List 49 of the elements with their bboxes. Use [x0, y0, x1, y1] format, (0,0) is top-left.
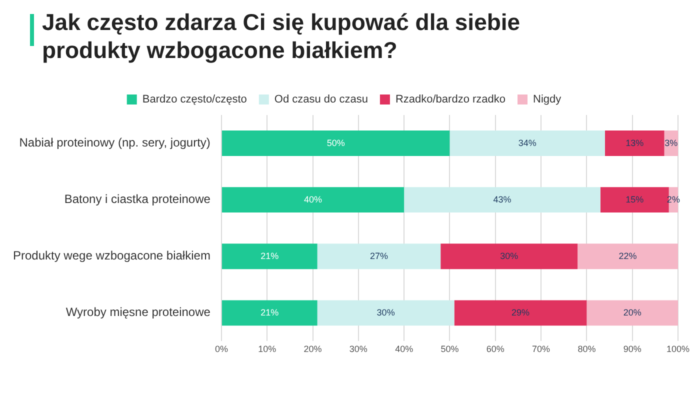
data-label: 50% [326, 138, 345, 148]
y-tick-label: Wyroby mięsne proteinowe [66, 305, 211, 320]
x-tick-label: 30% [349, 344, 368, 354]
data-label: 21% [260, 307, 279, 318]
data-label: 34% [518, 138, 536, 148]
x-tick-label: 90% [623, 344, 642, 354]
data-label: 30% [500, 250, 518, 261]
chart-title: Jak często zdarza Ci się kupować dla siebie produkty wzbogacone białkiem? [42, 8, 522, 64]
data-label: 27% [370, 250, 388, 261]
bar [600, 187, 669, 213]
legend-label: Nigdy [533, 94, 562, 106]
x-tick-label: 60% [486, 344, 504, 354]
bar [578, 244, 678, 270]
y-tick-label: Nabiał proteinowy (np. sery, jogurty) [19, 136, 210, 150]
x-tick-label: 100% [666, 344, 690, 354]
x-tick-label: 20% [304, 344, 322, 354]
bar [222, 244, 318, 270]
x-tick-label: 10% [258, 344, 276, 354]
bar [222, 300, 318, 326]
data-label: 43% [493, 194, 512, 204]
data-label: 22% [618, 250, 637, 261]
bar [586, 300, 678, 326]
y-tick-label: Batony i ciastka proteinowe [64, 192, 211, 206]
bar [317, 244, 441, 270]
x-tick-label: 0% [214, 344, 228, 354]
x-tick-label: 70% [532, 344, 550, 354]
data-label: 29% [511, 307, 530, 318]
bar [454, 300, 587, 326]
bar [440, 244, 578, 270]
y-tick-label: Produkty wege wzbogacone białkiem [12, 248, 210, 263]
data-label: 21% [260, 250, 279, 261]
legend-label: Rzadko/bardzo rzadko [395, 94, 506, 106]
bar [317, 300, 454, 326]
data-label: 3% [664, 138, 678, 148]
bar [222, 187, 404, 213]
bar [604, 130, 664, 156]
data-label: 20% [623, 307, 642, 318]
x-tick-label: 50% [440, 344, 459, 354]
x-tick-label: 40% [395, 344, 414, 354]
x-tick-label: 80% [578, 344, 596, 354]
bar [404, 187, 600, 213]
data-label: 13% [626, 138, 644, 148]
bar [450, 130, 605, 156]
legend-label: Od czasu do czasu [274, 94, 368, 106]
bar [222, 130, 450, 156]
data-label: 40% [304, 194, 322, 204]
data-label: 30% [376, 307, 395, 318]
legend-label: Bardzo często/często [142, 94, 247, 106]
data-label: 15% [626, 194, 644, 204]
